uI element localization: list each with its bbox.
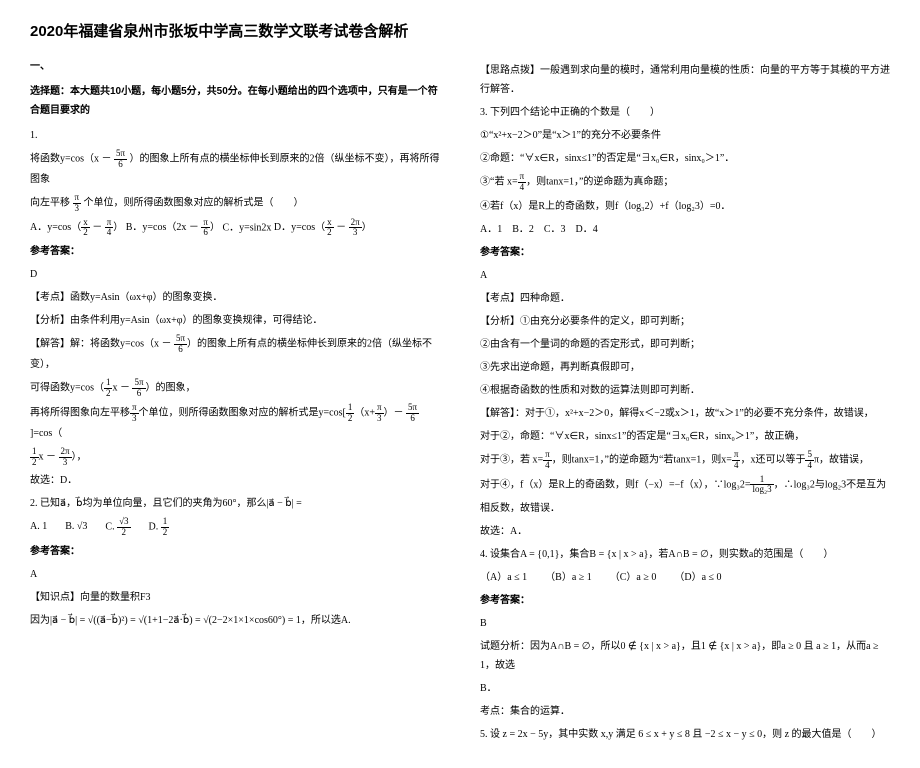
q1-answer: D [30,265,440,284]
q1-jieda5: 故选：D． [30,471,440,490]
left-column: 一、 选择题：本大题共10小题，每小题5分，共50分。在每小题给出的四个选项中，… [30,57,440,748]
q2-optA: A. 1 [30,517,47,538]
q4-answer-label: 参考答案： [480,591,890,610]
q1-frac2: π3 [73,193,82,214]
q2-stem: 2. 已知a⃗，b⃗均为单位向量，且它们的夹角为60°，那么|a⃗ − b⃗| … [30,494,440,513]
q2-answer: A [30,565,440,584]
q3-fx2: ②由含有一个量词的命题的否定形式，即可判断； [480,335,890,354]
section-number: 一、 [30,57,440,76]
q2-zsd: 【知识点】向量的数量积F3 [30,588,440,607]
q3-answer: A [480,266,890,285]
r-hint: 【思路点拨】一般遇到求向量的模时，通常利用向量模的性质：向量的平方等于其模的平方… [480,61,890,99]
q3-jd3: 对于③，若 x=π4，则tanx=1，”的逆命题为“若tanx=1，则x=π4，… [480,450,890,471]
q3-fx3: ③先求出逆命题，再判断真假即可， [480,358,890,377]
q2-optC: C. √32 [105,517,130,538]
q3-head: 3. 下列四个结论中正确的个数是（ ） [480,103,890,122]
q3-kd: 【考点】四种命题． [480,289,890,308]
q3-fx4: ④根据奇函数的性质和对数的运算法则即可判断． [480,381,890,400]
section-desc: 选择题：本大题共10小题，每小题5分，共50分。在每小题给出的四个选项中，只有是… [30,82,440,120]
q4-o4: （D）a ≤ 0 [674,568,721,587]
q1-kaodian: 【考点】函数y=Asin（ωx+φ）的图象变换． [30,288,440,307]
q1-jieda4: 12x － 2π3）， [30,447,440,468]
q4-kd: 考点：集合的运算． [480,702,890,721]
q4-answer: B [480,614,890,633]
q2-options: A. 1 B. √3 C. √32 D. 12 [30,517,440,538]
q4-o2: （B）a ≥ 1 [545,568,592,587]
q3-3: ③“若 x=π4，则tanx=1，”的逆命题为真命题； [480,172,890,193]
q1-l1-a: 将函数y=cos（x － [30,154,111,165]
q4-stem: 4. 设集合A = {0,1}，集合B = {x | x > a}，若A∩B =… [480,545,890,564]
q4-o3: （C）a ≥ 0 [610,568,657,587]
q1-line2: 向左平移 π3 个单位，则所得函数图象对应的解析式是（ ） [30,193,440,214]
q1-l2-a: 向左平移 [30,197,70,208]
q1-optC: C．y=sin2x [222,222,271,233]
q4-fx: 试题分析：因为A∩B = ∅，所以0 ∉ {x | x > a}，且1 ∉ {x… [480,637,890,675]
q3-4: ④若f（x）是R上的奇函数，则f（log₃2）+f（log₂3）=0． [480,197,890,216]
q1-frac1: 5π6 [114,149,127,170]
page-title: 2020年福建省泉州市张坂中学高三数学文联考试卷含解析 [30,20,890,41]
q1-jieda2: 可得函数y=cos（12x － 5π6）的图象， [30,378,440,399]
q3-jd5: 相反数，故错误． [480,499,890,518]
q3-jd4: 对于④，f（x）是R上的奇函数，则f（−x）=−f（x），∵log₃2=1log… [480,475,890,496]
q3-jd1: 【解答】：对于①，x²+x−2＞0，解得x＜−2或x＞1，故“x＞1”的必要不充… [480,404,890,423]
q3-opts: A．1 B．2 C．3 D．4 [480,220,890,239]
q3-fx1: 【分析】①由充分必要条件的定义，即可判断； [480,312,890,331]
q3-2: ②命题：“∀x∈R，sinx≤1”的否定是“∃x₀∈R，sinx₀＞1”． [480,149,890,168]
q3-1: ①“x²+x−2＞0”是“x＞1”的充分不必要条件 [480,126,890,145]
q1-optA: A．y=cos（x2 － π4） [30,222,126,233]
two-column-layout: 一、 选择题：本大题共10小题，每小题5分，共50分。在每小题给出的四个选项中，… [30,57,890,748]
q1-options: A．y=cos（x2 － π4） B．y=cos（2x － π6） C．y=si… [30,218,440,239]
q4-options: （A）a ≤ 1 （B）a ≥ 1 （C）a ≥ 0 （D）a ≤ 0 [480,568,890,587]
q3-jd6: 故选：A． [480,522,890,541]
q1-number: 1. [30,126,440,145]
q3-jd2: 对于②，命题：“∀x∈R，sinx≤1”的否定是“∃x₀∈R，sinx₀＞1”，… [480,427,890,446]
q1-optD: D．y=cos（x2 － 2π3） [274,222,372,233]
document-root: 2020年福建省泉州市张坂中学高三数学文联考试卷含解析 一、 选择题：本大题共1… [30,20,890,748]
q3-answer-label: 参考答案： [480,243,890,262]
q1-optB: B．y=cos（2x － π6） [126,222,223,233]
q4-o1: （A）a ≤ 1 [480,568,527,587]
q1-line1: 将函数y=cos（x － 5π6 ）的图象上所有点的横坐标伸长到原来的2倍（纵坐… [30,149,440,189]
q5-stem: 5. 设 z = 2x − 5y，其中实数 x,y 满足 6 ≤ x + y ≤… [480,725,890,744]
q1-jieda1: 【解答】解：将函数y=cos（x － 5π6）的图象上所有点的横坐标伸长到原来的… [30,334,440,374]
q1-fenxi: 【分析】由条件利用y=Asin（ωx+φ）的图象变换规律，可得结论． [30,311,440,330]
q2-sol: 因为|a⃗ − b⃗| = √((a⃗−b⃗)²) = √(1+1−2a⃗·b⃗… [30,611,440,630]
q1-answer-label: 参考答案： [30,242,440,261]
right-column: 【思路点拨】一般遇到求向量的模时，通常利用向量模的性质：向量的平方等于其模的平方… [480,57,890,748]
q1-jieda3: 再将所得图象向左平移π3个单位，则所得函数图象对应的解析式是y=cos[12（x… [30,403,440,443]
q2-answer-label: 参考答案： [30,542,440,561]
q2-optB: B. √3 [65,517,87,538]
q2-optD: D. 12 [149,517,170,538]
q4-fx2: B． [480,679,890,698]
q1-l2-b: 个单位，则所得函数图象对应的解析式是（ ） [84,197,304,208]
